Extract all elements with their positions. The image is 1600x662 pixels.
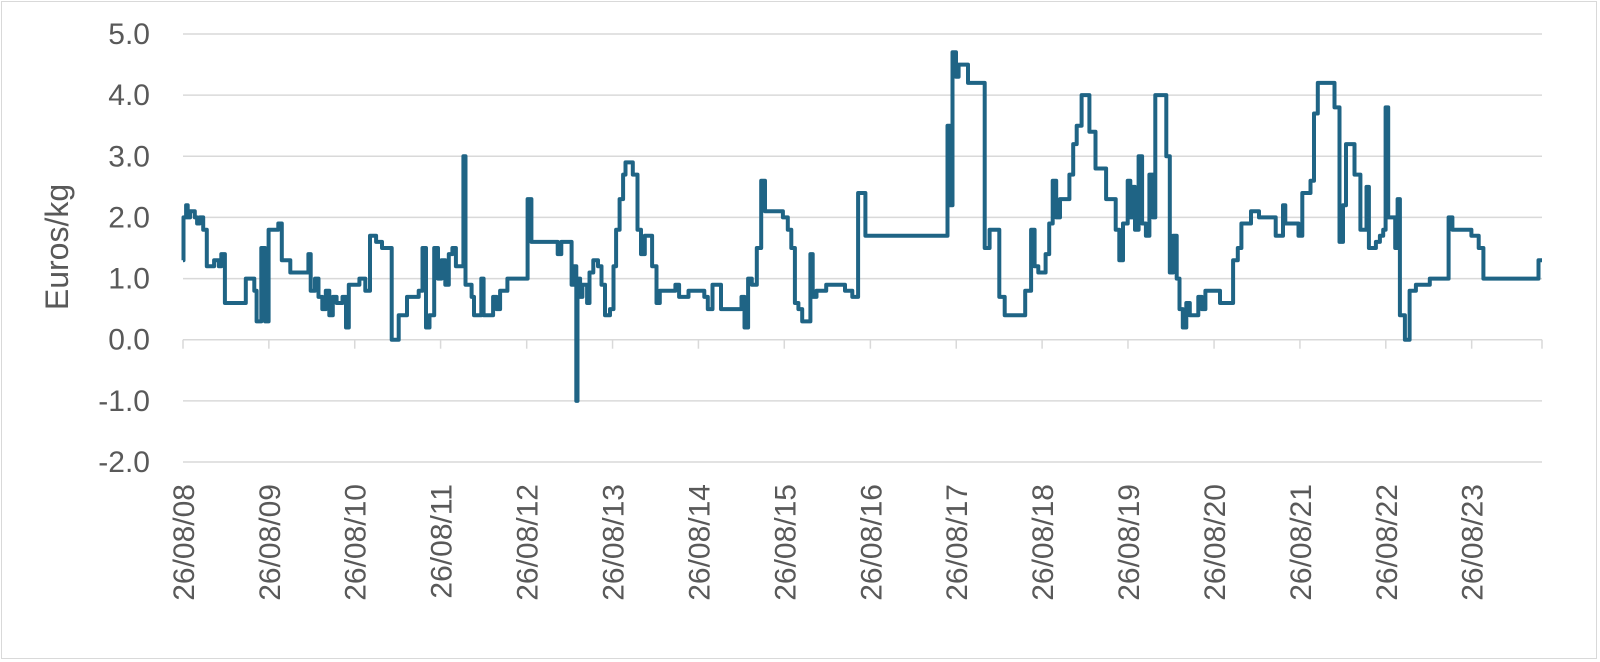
x-tick-label: 26/08/08 bbox=[168, 484, 201, 601]
y-tick-label: 0.0 bbox=[108, 324, 150, 357]
x-tick-label: 26/08/10 bbox=[340, 484, 373, 601]
x-tick-label: 26/08/20 bbox=[1199, 484, 1232, 601]
x-tick-label: 26/08/22 bbox=[1371, 484, 1404, 601]
y-axis-label: Euros/kg bbox=[39, 184, 75, 310]
x-tick-label: 26/08/16 bbox=[855, 484, 888, 601]
y-axis-ticks: -2.0 -1.0 0.0 1.0 2.0 3.0 4.0 5.0 bbox=[98, 18, 150, 479]
x-axis: 26/08/08 26/08/09 26/08/10 26/08/11 26/08/12… bbox=[168, 338, 1543, 601]
series-line bbox=[181, 50, 1542, 403]
y-tick-label: 4.0 bbox=[108, 79, 150, 112]
x-tick-label: 26/08/19 bbox=[1113, 484, 1146, 601]
gridlines bbox=[183, 33, 1542, 463]
series-layer bbox=[181, 50, 1543, 403]
x-tick-label: 26/08/21 bbox=[1285, 484, 1318, 601]
x-tick-label: 26/08/09 bbox=[254, 484, 287, 601]
x-tick-label: 26/08/13 bbox=[598, 484, 631, 601]
x-tick-label: 26/08/12 bbox=[512, 484, 545, 601]
x-tick-label: 26/08/23 bbox=[1457, 484, 1490, 601]
y-tick-label: 3.0 bbox=[108, 140, 150, 173]
y-tick-label: 2.0 bbox=[108, 201, 150, 234]
x-tick-label: 26/08/18 bbox=[1027, 484, 1060, 601]
x-tick-label: 26/08/11 bbox=[426, 484, 459, 599]
x-tick-label: 26/08/17 bbox=[941, 484, 974, 601]
x-tick-label: 26/08/15 bbox=[769, 484, 802, 601]
y-tick-label: 5.0 bbox=[108, 18, 150, 51]
y-tick-label: -1.0 bbox=[98, 385, 150, 418]
y-tick-label: -2.0 bbox=[98, 446, 150, 479]
y-tick-label: 1.0 bbox=[108, 263, 150, 296]
x-tick-label: 26/08/14 bbox=[683, 484, 716, 601]
